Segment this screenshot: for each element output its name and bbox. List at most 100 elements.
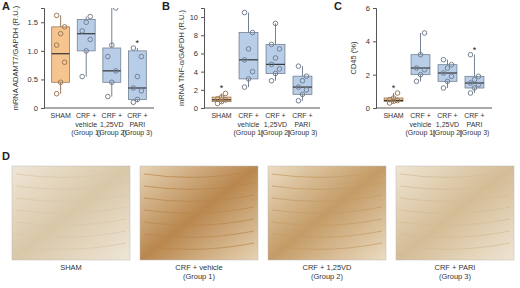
tissue-texture — [16, 219, 126, 225]
tick-label: 0 — [34, 104, 38, 113]
category-label: CRF +PARI(Group 3) — [122, 112, 152, 137]
category-line: 1,25VD — [264, 121, 287, 128]
category-line: CRF + — [292, 112, 312, 119]
point — [445, 66, 450, 71]
panel: A00.51.01.5mRNA ADAMT7/GAPDH (R.U.)SHAMC… — [2, 0, 154, 137]
category-line: SHAM — [211, 112, 231, 119]
tissue-texture — [144, 243, 254, 249]
point — [139, 89, 144, 94]
tissue-texture — [272, 231, 382, 237]
point — [242, 85, 247, 90]
y-axis-title: mRNA TNF-α/GAPDH (R.U.) — [177, 10, 186, 106]
category-line: CRF + — [76, 112, 96, 119]
point — [277, 67, 282, 72]
tissue-texture — [16, 195, 126, 201]
micrograph — [12, 166, 130, 260]
tick-mark — [41, 22, 44, 23]
point — [88, 14, 93, 19]
tissue-texture — [16, 243, 126, 249]
point — [422, 31, 427, 36]
point — [62, 25, 67, 30]
image-label-line: (Group 3) — [439, 272, 472, 281]
tick-label: 10 — [190, 13, 198, 22]
tissue-texture — [144, 183, 254, 189]
tissue-texture — [400, 171, 510, 177]
category-line: CRF + — [464, 112, 484, 119]
point — [296, 64, 301, 69]
point — [131, 86, 136, 91]
point — [250, 30, 255, 35]
category-line: vehicle — [238, 121, 260, 128]
point — [219, 95, 224, 100]
point — [414, 66, 419, 71]
tick: 4 — [194, 68, 204, 77]
tick-mark — [41, 79, 44, 80]
category-label: SHAM — [383, 112, 403, 119]
category-line: 1,25VD — [100, 121, 123, 128]
micrograph — [396, 166, 514, 260]
significance: * — [136, 38, 140, 48]
point — [418, 72, 423, 77]
tick-mark — [41, 108, 44, 109]
category-line: CRF + — [127, 112, 147, 119]
point — [139, 54, 144, 59]
tick: 6 — [194, 49, 204, 58]
point — [304, 88, 309, 93]
point — [113, 69, 118, 74]
category-line: SHAM — [383, 112, 403, 119]
tissue-texture — [16, 231, 126, 237]
figure: A00.51.01.5mRNA ADAMT7/GAPDH (R.U.)SHAMC… — [0, 0, 520, 288]
tick-mark — [201, 90, 204, 91]
category-line: (Group 1) — [234, 129, 264, 137]
box — [52, 13, 70, 96]
micrograph — [140, 166, 258, 260]
tissue-texture — [16, 183, 126, 189]
axis-line — [41, 9, 45, 109]
point — [472, 86, 477, 91]
box — [438, 57, 457, 90]
point — [445, 79, 450, 84]
tick-mark — [373, 75, 376, 76]
point — [109, 80, 114, 85]
significance: * — [220, 83, 224, 93]
point — [109, 43, 114, 48]
box-body — [239, 33, 258, 79]
point — [422, 67, 427, 72]
tick-label: 6 — [194, 49, 198, 58]
tick: 10 — [190, 13, 204, 22]
category-line: PARI — [129, 121, 145, 128]
tissue-texture — [400, 219, 510, 225]
point — [300, 92, 305, 97]
point — [304, 74, 309, 79]
category-line: vehicle — [75, 121, 97, 128]
plot-area — [52, 8, 147, 105]
point — [105, 94, 110, 99]
tick-label: 2 — [366, 71, 370, 80]
point — [58, 80, 63, 85]
panel-letter: A — [2, 0, 10, 12]
tissue-texture — [144, 219, 254, 225]
image-label-line: CRF + PARI — [435, 263, 476, 272]
box-body — [103, 48, 121, 82]
category-line: (Group 2) — [261, 129, 291, 137]
panel-letter: B — [162, 0, 170, 12]
point — [414, 79, 419, 84]
tissue-texture — [272, 171, 382, 177]
tick-mark — [201, 108, 204, 109]
category-line: 1,25VD — [436, 121, 459, 128]
point — [277, 47, 282, 52]
tick: 2 — [194, 86, 204, 95]
image-label-line: SHAM — [60, 263, 82, 272]
panel-d: DSHAMCRF + vehicle(Group 1)CRF + 1,25VD(… — [2, 150, 514, 281]
tick: 0 — [366, 104, 376, 113]
point — [468, 91, 473, 96]
tick-mark — [201, 72, 204, 73]
panel-letter: C — [334, 0, 342, 12]
box — [266, 21, 285, 83]
tick-label: 2 — [194, 86, 198, 95]
tick: 0.5 — [28, 75, 44, 84]
category-label: CRF +vehicle(Group 1) — [234, 112, 264, 137]
tick-label: 4 — [194, 68, 198, 77]
category-line: (Group 1) — [406, 129, 436, 137]
category-line: CRF + — [437, 112, 457, 119]
